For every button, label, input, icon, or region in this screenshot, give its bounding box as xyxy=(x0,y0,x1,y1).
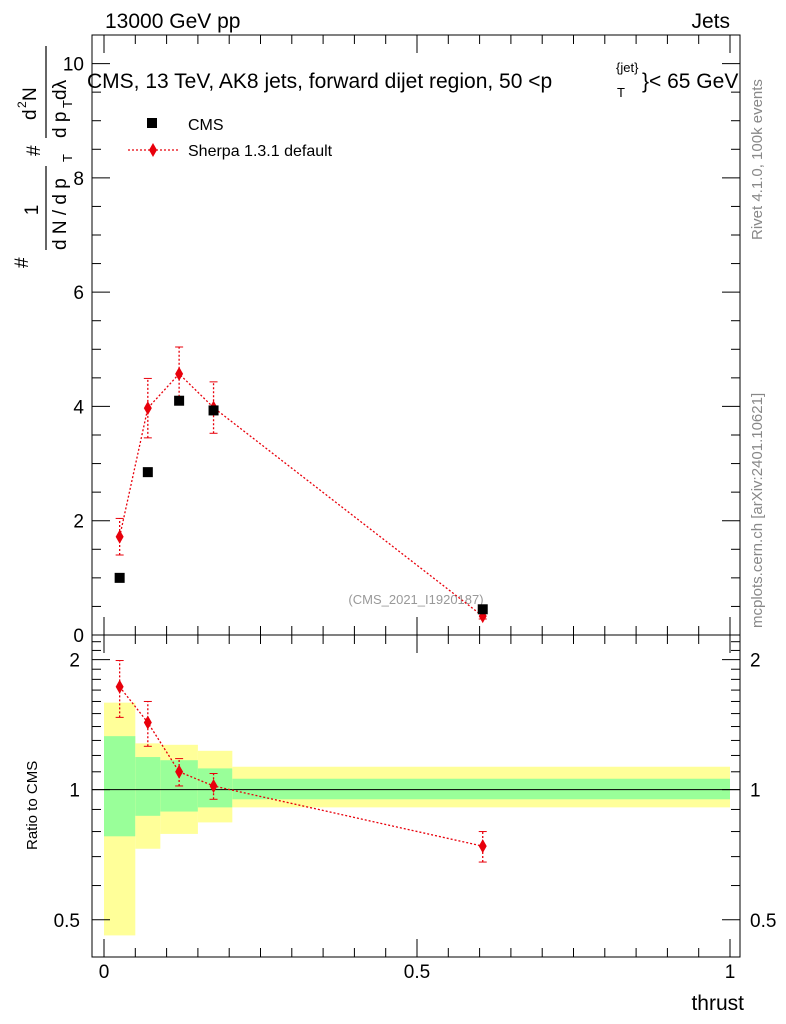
title-superscript: {jet} xyxy=(616,60,639,75)
main-ytick-label: 4 xyxy=(73,397,84,418)
ratio-ytick-label-right: 1 xyxy=(750,781,761,802)
ratio-inner-band xyxy=(135,757,161,816)
ratio-sherpa-point xyxy=(175,764,184,779)
cms-point xyxy=(208,405,219,416)
ratio-xtick-label: 0 xyxy=(99,962,110,983)
legend-sherpa-marker xyxy=(149,143,157,157)
plot-title: CMS, 13 TeV, AK8 jets, forward dijet reg… xyxy=(87,60,738,100)
ratio-series-layer xyxy=(115,660,487,863)
ytitle-num-n: N xyxy=(20,87,41,101)
ratio-sherpa-line xyxy=(119,686,483,847)
main-ytick-label: 2 xyxy=(73,512,84,533)
ratio-ytick-label-right: 0.5 xyxy=(750,911,776,932)
legend-cms-marker xyxy=(147,118,157,128)
ratio-inner-band xyxy=(232,778,730,800)
ratio-ytick-label: 0.5 xyxy=(54,911,80,932)
analysis-watermark: (CMS_2021_I1920187) xyxy=(348,592,483,607)
ytitle-den: d N / d p xyxy=(50,178,71,250)
title-end: }< 65 GeV xyxy=(642,70,738,93)
main-y-axis: 0 2 4 6 8 10 xyxy=(63,55,740,647)
ytitle-hash2: # xyxy=(24,145,45,156)
ratio-xtick-label: 1 xyxy=(725,962,736,983)
title-subscript: T xyxy=(617,85,625,100)
main-ytick-label: 8 xyxy=(73,169,84,190)
ratio-ytick-label: 1 xyxy=(69,781,80,802)
ratio-sherpa-point xyxy=(143,715,152,730)
ratio-ytick-label-right: 2 xyxy=(750,651,761,672)
ratio-y-axis-title: Ratio to CMS xyxy=(24,761,41,850)
x-axis-title: thrust xyxy=(691,992,744,1015)
title-main: CMS, 13 TeV, AK8 jets, forward dijet reg… xyxy=(87,70,552,93)
ytitle-num-d: d xyxy=(20,109,41,120)
main-ytick-label: 6 xyxy=(73,283,84,304)
ratio-sherpa-point xyxy=(115,679,124,694)
sherpa-point xyxy=(143,401,152,416)
process-label: Jets xyxy=(691,10,730,33)
legend: CMS Sherpa 1.3.1 default xyxy=(128,117,333,160)
ytitle-rden-sub: T xyxy=(60,100,75,108)
collision-label: 13000 GeV pp xyxy=(105,10,240,33)
ytitle-one: 1 xyxy=(22,205,43,216)
rivet-label: Rivet 4.1.0, 100k events xyxy=(749,79,766,240)
ratio-xtick-label: 0.5 xyxy=(404,962,430,983)
cms-point xyxy=(142,467,153,478)
ratio-x-axis: 0 0.5 1 xyxy=(99,635,736,983)
cms-point xyxy=(477,604,488,615)
main-x-axis xyxy=(103,35,731,635)
ratio-inner-band xyxy=(104,736,136,837)
ratio-y-axis: 0.5 0.5 1 1 2 2 xyxy=(54,641,776,932)
sherpa-point xyxy=(175,366,184,381)
ytitle-rden-end: dλ xyxy=(50,79,71,100)
ytitle-num-sup: 2 xyxy=(15,101,29,108)
ratio-sherpa-point xyxy=(209,778,218,793)
legend-cms-label: CMS xyxy=(188,117,224,134)
sherpa-line xyxy=(119,372,484,617)
main-ytick-label: 10 xyxy=(63,55,84,76)
main-y-axis-title: # 1 d N / d p T # d 2 N d p T dλ xyxy=(12,46,75,268)
main-series-layer xyxy=(114,346,488,624)
sherpa-point xyxy=(115,529,124,544)
main-ytick-label: 0 xyxy=(73,626,84,647)
ytitle-hash: # xyxy=(12,257,33,268)
cms-point xyxy=(174,395,185,406)
mcplots-label: mcplots.cern.ch [arXiv:2401.10621] xyxy=(749,393,766,628)
cms-point xyxy=(114,572,125,583)
ratio-uncertainty-bands xyxy=(92,702,740,936)
ratio-ytick-label: 2 xyxy=(69,651,80,672)
ytitle-den-sub: T xyxy=(60,154,75,162)
ratio-sherpa-point xyxy=(478,839,487,854)
ytitle-rden: d p xyxy=(50,112,71,138)
legend-sherpa-label: Sherpa 1.3.1 default xyxy=(188,143,333,160)
ratio-plot-frame xyxy=(91,634,741,958)
